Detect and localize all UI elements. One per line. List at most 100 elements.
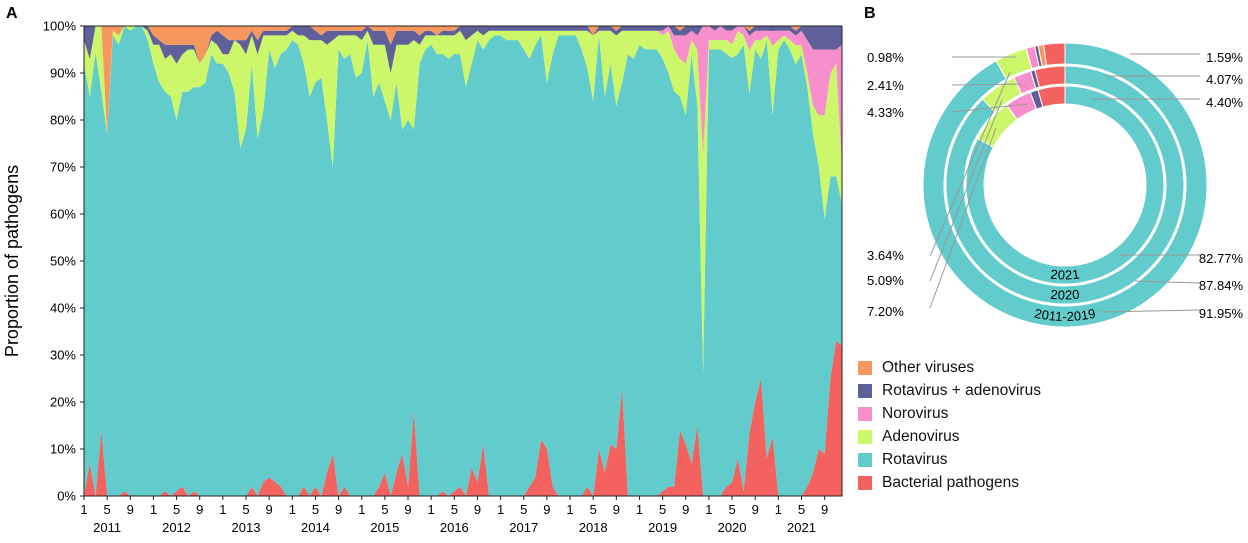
legend-item-norovirus: Norovirus	[858, 402, 1041, 425]
y-tick-label: 20%	[50, 395, 76, 410]
x-tick-label: 1	[219, 502, 226, 517]
x-tick-label: 5	[659, 502, 666, 517]
x-axis: 1 5 9 2011 1 5 9 2012 1 5 9 2013 1 5 9 2014 1 5 9 2015 1 5 9 20…	[80, 496, 828, 535]
x-tick-label: 9	[404, 502, 411, 517]
legend-item-rotavirus: Rotavirus	[858, 448, 1041, 471]
year-label: 2018	[579, 520, 608, 535]
x-tick-label: 5	[728, 502, 735, 517]
y-tick-label: 90%	[50, 66, 76, 81]
x-tick-label: 9	[196, 502, 203, 517]
year-label: 2014	[301, 520, 330, 535]
year-label: 2016	[440, 520, 469, 535]
percent-label: 1.59%	[1206, 50, 1243, 65]
x-tick-label: 9	[821, 502, 828, 517]
x-tick-label: 1	[150, 502, 157, 517]
panel-label-a: A	[6, 5, 18, 22]
legend-label: Other viruses	[882, 358, 975, 376]
x-tick-label: 9	[682, 502, 689, 517]
leader-line	[1134, 280, 1201, 284]
percent-label: 82.77%	[1199, 251, 1244, 266]
legend-label: Adenovirus	[882, 427, 960, 445]
legend-label: Rotavirus	[882, 450, 948, 468]
legend: Other viruses Rotavirus + adenovirus Norov…	[858, 356, 1041, 494]
x-tick-label: 9	[543, 502, 550, 517]
y-tick-label: 30%	[50, 348, 76, 363]
percent-label: 7.20%	[867, 304, 904, 319]
year-label: 2021	[787, 520, 816, 535]
x-tick-label: 5	[381, 502, 388, 517]
legend-swatch	[858, 360, 872, 375]
x-tick-label: 1	[358, 502, 365, 517]
legend-swatch	[858, 452, 872, 467]
donut-rings: 2011-2019 2020 2021	[922, 42, 1208, 328]
stacked-area-chart: A 0%10%20%30%40%50%60%70%80%90%100% 1 5 92…	[2, 5, 843, 535]
donut-slice-other	[1037, 44, 1048, 67]
donut-slice-rota_adeno	[1029, 89, 1044, 110]
legend-swatch	[858, 406, 872, 421]
x-tick-label: 9	[613, 502, 620, 517]
percent-label: 3.64%	[867, 248, 904, 263]
x-tick-label: 9	[127, 502, 134, 517]
year-label: 2020	[718, 520, 747, 535]
y-tick-label: 60%	[50, 207, 76, 222]
donut-slice-adenovirus	[981, 76, 1023, 113]
x-tick-label: 1	[80, 502, 87, 517]
x-tick-label: 5	[798, 502, 805, 517]
leader-line	[951, 103, 1029, 113]
donut-labels: 1.59% 4.07% 4.40% 82.77% 87.84% 91.95% 0.98% 2.…	[867, 50, 1243, 321]
ring-label: 2021	[1050, 266, 1081, 282]
legend-item-other: Other viruses	[858, 356, 1041, 379]
ring-label: 2011-2019	[1033, 306, 1097, 324]
x-tick-label: 5	[312, 502, 319, 517]
legend-swatch	[858, 429, 872, 444]
legend-item-adenovirus: Adenovirus	[858, 425, 1041, 448]
area-bacterial	[84, 340, 842, 496]
area-other	[84, 26, 842, 135]
x-tick-label: 1	[428, 502, 435, 517]
legend-label: Bacterial pathogens	[882, 473, 1020, 491]
y-tick-label: 40%	[50, 301, 76, 316]
percent-label: 0.98%	[867, 50, 904, 65]
legend-swatch	[858, 475, 872, 490]
donut-slice-norovirus	[1025, 45, 1040, 70]
donut-slice-norovirus	[1005, 91, 1038, 121]
y-tick-label: 10%	[50, 442, 76, 457]
donut-slice-rota_adeno	[1034, 44, 1043, 68]
y-tick-label: 70%	[50, 160, 76, 175]
year-label: 2013	[232, 520, 261, 535]
area-rotavirus	[84, 26, 842, 496]
donut-slice-bacterial	[1034, 65, 1066, 88]
year-label: 2019	[648, 520, 677, 535]
ring-label: 2020	[1050, 287, 1080, 303]
x-tick-label: 9	[266, 502, 273, 517]
leader-line	[929, 127, 997, 309]
year-label: 2017	[509, 520, 538, 535]
x-tick-label: 5	[104, 502, 111, 517]
donut-slice-bacterial	[1042, 42, 1066, 66]
y-axis-label: Proportion of pathogens	[2, 165, 22, 357]
x-tick-label: 9	[752, 502, 759, 517]
donut-slice-norovirus	[1013, 70, 1037, 95]
x-tick-label: 1	[705, 502, 712, 517]
x-tick-label: 1	[775, 502, 782, 517]
legend-swatch	[858, 383, 872, 398]
percent-label: 5.09%	[867, 273, 904, 288]
donut-slice-bacterial	[1037, 85, 1066, 108]
y-tick-label: 50%	[50, 254, 76, 269]
leader-line	[1099, 309, 1201, 313]
x-tick-label: 5	[242, 502, 249, 517]
legend-item-bacterial: Bacterial pathogens	[858, 471, 1041, 494]
donut-slice-rotavirus	[965, 85, 1165, 285]
x-tick-label: 1	[566, 502, 573, 517]
y-tick-label: 100%	[43, 19, 77, 34]
leader-line	[929, 99, 1003, 282]
area-adenovirus	[84, 26, 842, 373]
x-tick-label: 5	[451, 502, 458, 517]
percent-label: 4.07%	[1206, 72, 1243, 87]
y-axis: 0% 10% 20% 30% 40% 50% 60% 70% 80% 90% 100%	[43, 19, 84, 504]
donut-slice-adenovirus	[995, 47, 1033, 80]
donut-slice-rota_adeno	[1030, 69, 1041, 89]
legend-label: Rotavirus + adenovirus	[882, 381, 1041, 399]
percent-label: 4.33%	[867, 105, 904, 120]
